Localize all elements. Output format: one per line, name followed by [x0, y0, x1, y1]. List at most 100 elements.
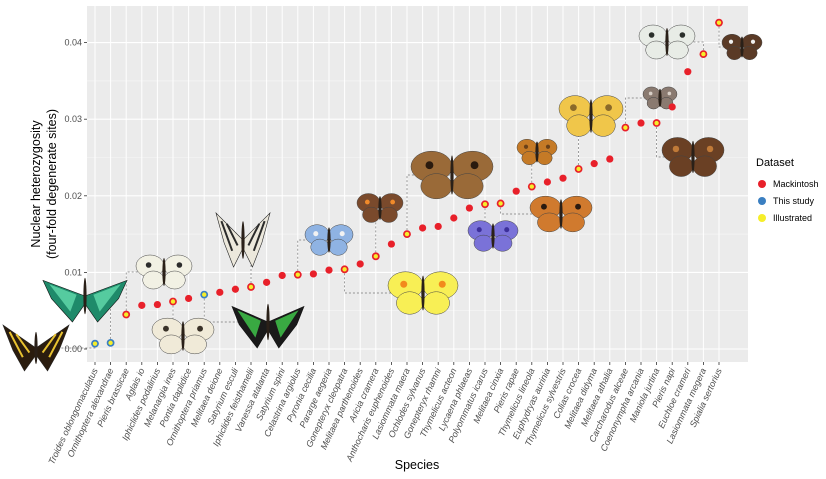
wing-spot	[400, 280, 408, 288]
data-point	[559, 174, 567, 182]
illustrated-marker	[248, 284, 254, 290]
data-point	[263, 278, 271, 286]
illustrated-marker	[701, 51, 706, 57]
data-point	[419, 224, 427, 232]
legend-label: This study	[773, 196, 815, 206]
body	[559, 199, 563, 229]
data-point	[231, 285, 239, 293]
body	[378, 196, 382, 220]
data-point	[185, 294, 193, 303]
illustrated-marker	[529, 184, 534, 189]
right-hindwing	[422, 291, 450, 315]
melitaea-cinxia-photo	[529, 195, 593, 233]
wing-pattern	[220, 220, 266, 252]
x-axis-title: Species	[395, 458, 439, 472]
wing-spot	[679, 32, 686, 38]
legend-label: Mackintosh	[773, 179, 819, 189]
carcharodus-alceae-photo	[642, 86, 678, 110]
left-hindwing	[669, 155, 694, 177]
y-tick-label: 0.03	[64, 114, 82, 124]
data-point	[590, 160, 598, 168]
left-hindwing	[646, 97, 661, 110]
melanargia-ines-photo	[151, 317, 215, 355]
ornithoptera-alexandrae-photo	[42, 277, 128, 323]
body	[34, 331, 38, 365]
troides-oblongomaculatus-photo	[2, 324, 70, 372]
left-hindwing	[396, 291, 424, 315]
body	[162, 258, 166, 286]
y-axis: 0.00 0.01 0.02 0.03 0.04	[64, 38, 87, 354]
right-hindwing	[379, 206, 398, 223]
wing-spot	[470, 161, 479, 170]
body	[181, 321, 185, 351]
body	[589, 99, 593, 133]
data-point	[543, 178, 552, 186]
y-tick-label: 0.04	[64, 38, 82, 48]
illustrated-marker	[202, 292, 207, 297]
data-point	[216, 288, 224, 296]
wing-spot	[728, 39, 734, 44]
body	[491, 223, 495, 249]
legend-key	[758, 180, 766, 188]
spialia-sertorius-photo	[721, 34, 763, 60]
wing-spot	[145, 262, 152, 268]
y-axis-title-line2: (four-fold degenerate sites)	[45, 109, 59, 259]
wing-spot	[648, 91, 653, 96]
illustrated-marker	[124, 312, 129, 317]
wing-spot	[750, 39, 756, 44]
wing-spot	[672, 145, 680, 153]
body	[83, 277, 87, 315]
right-hindwing	[536, 151, 553, 165]
ornithoptera-priamus-photo	[231, 303, 305, 349]
y-tick-label: 0.00	[64, 344, 82, 354]
lasiommata-megera-photo	[638, 24, 696, 60]
wing-spot	[575, 203, 581, 210]
lasiommata-maera-photo	[410, 150, 494, 200]
right-hindwing	[182, 334, 207, 355]
left-hindwing	[310, 238, 330, 256]
leader-line	[656, 123, 693, 158]
pieris-brassicae-photo	[135, 254, 193, 290]
iphiclides-feisthamelii-photo	[215, 211, 271, 268]
body	[327, 227, 331, 253]
data-point	[278, 271, 286, 280]
body	[266, 303, 270, 341]
y-tick-label: 0.01	[64, 267, 82, 277]
body	[665, 28, 669, 56]
body	[691, 140, 695, 174]
gonepteryx-cleopatra-photo	[387, 271, 459, 315]
body	[535, 141, 539, 163]
right-hindwing	[666, 40, 689, 60]
left-hindwing	[537, 212, 562, 233]
right-hindwing	[492, 234, 513, 252]
wing-pattern	[49, 284, 121, 312]
wing-spot	[364, 199, 370, 205]
legend-label: Illustrated	[773, 213, 812, 223]
left-hindwing	[645, 40, 668, 60]
aricia-cramera-photo	[356, 193, 404, 223]
legend-key	[758, 214, 766, 222]
butterfly-photos	[2, 24, 763, 372]
left-hindwing	[362, 206, 381, 223]
right-hindwing	[328, 238, 348, 256]
leader-line	[718, 22, 742, 48]
maniola-jurtina-photo	[661, 137, 725, 177]
wing-pattern	[8, 331, 64, 358]
illustrated-marker	[342, 267, 347, 272]
wing-spot	[706, 145, 714, 153]
data-point	[450, 214, 458, 222]
data-points	[91, 18, 723, 348]
wing-spot	[313, 231, 319, 237]
y-tick-label: 0.02	[64, 191, 82, 201]
legend-title: Dataset	[756, 157, 794, 169]
illustrated-marker	[623, 125, 628, 130]
wing-spot	[176, 262, 183, 268]
data-point	[668, 103, 676, 111]
body	[241, 221, 245, 259]
data-point	[325, 266, 333, 274]
wing-spot	[438, 280, 446, 288]
illustrated-marker	[498, 201, 503, 206]
wing-spot	[545, 144, 551, 149]
data-point	[309, 270, 317, 278]
